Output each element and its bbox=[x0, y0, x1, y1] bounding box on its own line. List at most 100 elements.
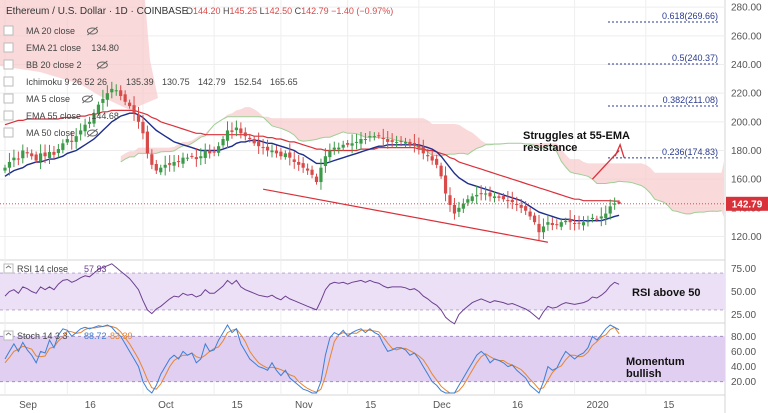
legend-value: 144.68 bbox=[91, 111, 119, 121]
candle-body bbox=[314, 176, 319, 183]
price-tick-label: 260.00 bbox=[731, 31, 762, 42]
candle-body bbox=[354, 141, 359, 143]
candle-body bbox=[265, 146, 270, 151]
candle-body bbox=[546, 222, 550, 225]
time-tick-label: 15 bbox=[663, 400, 675, 411]
ichimoku-cloud-early bbox=[0, 0, 158, 110]
candle-body bbox=[528, 211, 532, 217]
candle-body bbox=[323, 156, 327, 166]
candle-body bbox=[16, 158, 20, 160]
candle-body bbox=[34, 154, 38, 161]
legend-label: Ichimoku 9 26 52 26 bbox=[26, 77, 107, 87]
candle-body bbox=[3, 167, 7, 171]
legend-value: 134.80 bbox=[91, 43, 119, 53]
fib-level-label: 0.382(211.08) bbox=[663, 95, 718, 105]
candle-body bbox=[283, 153, 287, 158]
candle-body bbox=[559, 222, 563, 227]
legend-value: 142.79 bbox=[198, 77, 226, 87]
candle-body bbox=[479, 193, 483, 195]
time-tick-label: 2020 bbox=[586, 400, 609, 411]
candle-body bbox=[199, 156, 203, 159]
price-tick-label: 120.00 bbox=[731, 232, 762, 243]
stoch-k-line bbox=[4, 324, 620, 394]
candle-body bbox=[252, 139, 256, 144]
candle-body bbox=[564, 220, 568, 223]
candle-body bbox=[590, 217, 594, 220]
time-tick-label: 16 bbox=[85, 400, 97, 411]
candle-body bbox=[439, 165, 443, 177]
legend-value: 152.54 bbox=[234, 77, 262, 87]
price-tick-label: 240.00 bbox=[731, 60, 762, 71]
candle-body bbox=[230, 130, 234, 132]
legend-label: MA 20 close bbox=[26, 26, 75, 36]
stoch-tick-label: 20.00 bbox=[731, 377, 756, 388]
candle-body bbox=[114, 90, 118, 92]
time-tick-label: Dec bbox=[433, 400, 451, 411]
candle-body bbox=[613, 203, 617, 205]
candle-body bbox=[110, 88, 114, 93]
candle-body bbox=[52, 151, 56, 155]
candle-body bbox=[359, 139, 363, 144]
legend-value: 165.65 bbox=[270, 77, 298, 87]
legend-row: BB 20 close 2 bbox=[3, 59, 108, 70]
rsi-panel bbox=[0, 263, 725, 325]
candle-body bbox=[248, 137, 252, 140]
rsi-legend: RSI 14 close 57.83 bbox=[3, 263, 107, 274]
candle-body bbox=[279, 151, 283, 157]
candle-body bbox=[377, 135, 381, 137]
candle-body bbox=[92, 113, 96, 124]
candle-body bbox=[586, 220, 590, 223]
legend-label: MA 5 close bbox=[26, 94, 70, 104]
collapse-button bbox=[3, 93, 14, 104]
candlestick-series bbox=[3, 81, 621, 240]
candle-body bbox=[537, 223, 541, 233]
symbol-title[interactable]: Ethereum / U.S. Dollar · 1D · COINBASE bbox=[6, 6, 189, 17]
candle-body bbox=[412, 143, 416, 145]
candle-body bbox=[172, 161, 176, 166]
candle-body bbox=[573, 223, 577, 225]
candle-body bbox=[368, 136, 372, 138]
candle-body bbox=[212, 151, 216, 153]
candle-body bbox=[363, 139, 368, 141]
candle-body bbox=[43, 152, 47, 157]
candle-body bbox=[328, 150, 332, 158]
candle-body bbox=[159, 167, 163, 173]
candle-body bbox=[581, 222, 586, 226]
candle-body bbox=[501, 196, 505, 200]
candle-body bbox=[61, 143, 65, 150]
candle-body bbox=[555, 224, 559, 226]
candle-body bbox=[452, 204, 457, 214]
stoch-d-line bbox=[4, 325, 620, 394]
candle-body bbox=[257, 141, 261, 147]
candle-body bbox=[274, 150, 279, 154]
annotation-stoch-2: bullish bbox=[626, 368, 662, 380]
candle-body bbox=[426, 155, 430, 157]
time-tick-label: Sep bbox=[19, 400, 37, 411]
candle-body bbox=[435, 158, 439, 165]
candle-body bbox=[47, 151, 52, 158]
hidden-eye-slash bbox=[82, 94, 93, 104]
collapse-button bbox=[3, 42, 14, 53]
ema55-line bbox=[4, 109, 620, 202]
stoch-band bbox=[0, 336, 725, 382]
candle-body bbox=[595, 218, 599, 220]
candle-body bbox=[21, 150, 25, 159]
candle-body bbox=[497, 196, 501, 198]
grid-lines bbox=[0, 0, 725, 395]
candle-body bbox=[403, 141, 408, 144]
time-tick-label: Nov bbox=[295, 400, 313, 411]
legend-value: 135.39 bbox=[126, 77, 154, 87]
rsi-tick-label: 75.00 bbox=[731, 264, 756, 275]
legend-row: MA 20 close bbox=[3, 25, 98, 36]
price-tick-label: 280.00 bbox=[731, 3, 762, 14]
price-tick-label: 220.00 bbox=[731, 89, 762, 100]
candle-body bbox=[65, 139, 69, 143]
candle-body bbox=[70, 140, 74, 142]
chart-header: Ethereum / U.S. Dollar · 1D · COINBASE O… bbox=[6, 6, 393, 17]
candle-body bbox=[288, 152, 292, 158]
candle-body bbox=[475, 194, 479, 197]
candle-body bbox=[484, 193, 488, 195]
candle-body bbox=[30, 153, 34, 157]
candle-body bbox=[319, 167, 323, 183]
